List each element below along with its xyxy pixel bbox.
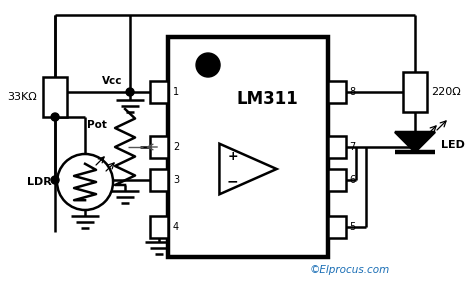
Bar (403, 72, 427, 112)
Bar (168, 37, 328, 257)
Text: 7: 7 (349, 142, 356, 152)
Text: 4: 4 (173, 222, 179, 232)
Circle shape (57, 154, 113, 210)
Text: 2: 2 (173, 142, 179, 152)
Text: Pot: Pot (87, 120, 107, 130)
Text: LED: LED (441, 140, 465, 150)
Text: 6: 6 (349, 175, 355, 185)
Bar (150, 216, 168, 238)
Polygon shape (219, 144, 277, 194)
Text: LM311: LM311 (237, 90, 298, 108)
Bar (328, 169, 346, 191)
Circle shape (196, 53, 220, 77)
Text: 33KΩ: 33KΩ (7, 92, 37, 102)
Bar (328, 136, 346, 158)
Text: LDR: LDR (27, 177, 52, 187)
Circle shape (126, 88, 134, 96)
Bar (43, 77, 67, 117)
Text: 1: 1 (173, 87, 179, 97)
Text: ©Elprocus.com: ©Elprocus.com (310, 265, 390, 275)
Text: 220Ω: 220Ω (431, 87, 461, 97)
Text: −: − (227, 175, 238, 189)
Text: 3: 3 (173, 175, 179, 185)
Bar (328, 81, 346, 103)
Circle shape (51, 113, 59, 121)
Bar (328, 216, 346, 238)
Bar (150, 81, 168, 103)
Polygon shape (395, 132, 435, 152)
Text: Vcc: Vcc (101, 76, 122, 86)
Text: 5: 5 (349, 222, 356, 232)
Circle shape (51, 176, 59, 184)
Bar (150, 136, 168, 158)
Bar (150, 169, 168, 191)
Text: +: + (227, 150, 238, 163)
Text: 8: 8 (349, 87, 355, 97)
